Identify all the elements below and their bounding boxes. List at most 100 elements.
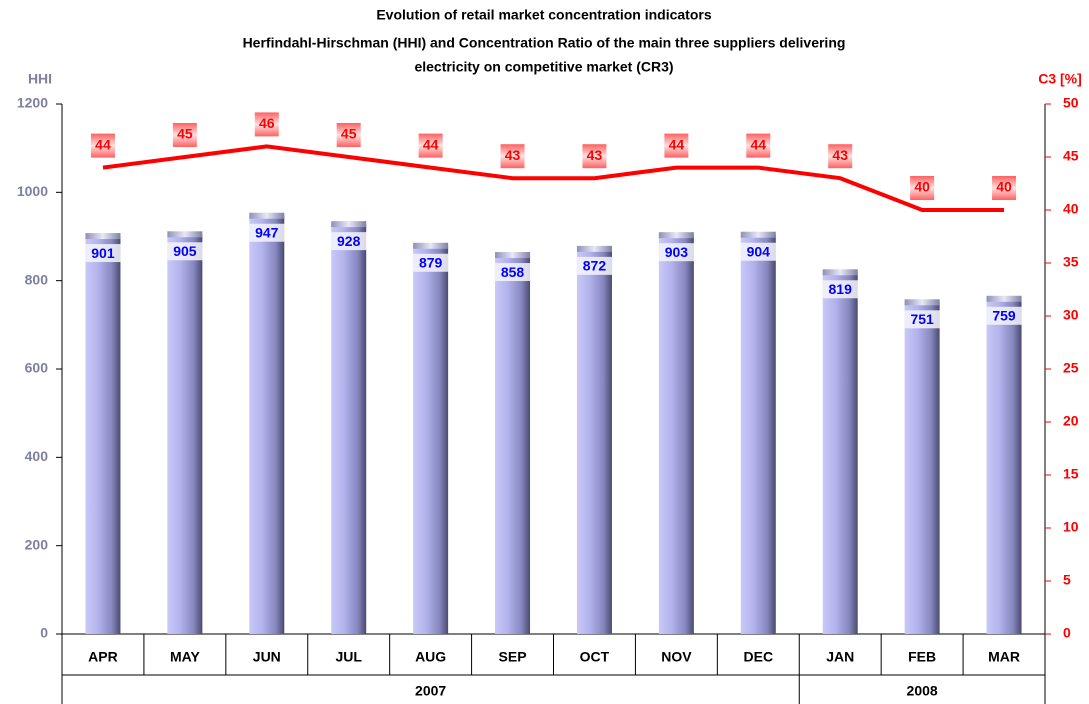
bar-cap: [249, 212, 285, 219]
bar: [331, 224, 367, 634]
value-label: 40: [996, 179, 1012, 195]
y-axis-label: HHI: [28, 71, 52, 87]
y-tick-label: 0: [40, 625, 48, 641]
bar-cap: [495, 252, 531, 259]
year-label: 2008: [907, 683, 938, 699]
y2-tick-label: 5: [1063, 572, 1071, 588]
bar-cap: [331, 221, 367, 228]
value-label: 903: [665, 244, 689, 260]
value-label-box: [910, 176, 935, 200]
x-tick-label: JUL: [335, 649, 362, 665]
x-tick-label: NOV: [661, 649, 692, 665]
y2-tick-label: 20: [1063, 413, 1079, 429]
x-tick-label: AUG: [415, 649, 446, 665]
bar-cap: [986, 295, 1022, 302]
x-tick-label: JAN: [826, 649, 854, 665]
bar: [740, 234, 776, 634]
x-tick-label: OCT: [580, 649, 610, 665]
bar-cap: [85, 233, 121, 240]
value-label: 759: [992, 307, 1016, 323]
bar: [904, 302, 940, 634]
chart-title: electricity on competitive market (CR3): [414, 59, 673, 75]
value-label-box: [740, 242, 777, 261]
bar: [167, 234, 203, 634]
value-label-box: [658, 243, 695, 262]
chart-title: Herfindahl-Hirschman (HHI) and Concentra…: [243, 35, 846, 51]
value-label: 751: [910, 311, 934, 327]
value-label-box: [992, 176, 1017, 200]
value-label-box: [336, 123, 361, 147]
value-label: 872: [583, 258, 607, 274]
bar: [658, 235, 694, 635]
value-label: 44: [423, 136, 439, 152]
value-label-box: [664, 133, 689, 158]
y-tick-label: 600: [25, 360, 49, 376]
value-label-box: [248, 223, 285, 242]
value-label-box: [828, 144, 853, 169]
value-label-box: [172, 123, 197, 147]
value-label: 858: [501, 264, 525, 280]
y2-tick-label: 15: [1063, 466, 1079, 482]
line: [102, 144, 1005, 212]
y2-tick-label: 40: [1063, 201, 1079, 217]
x-tick-label: MAR: [988, 649, 1020, 665]
x-tick-label: APR: [88, 649, 118, 665]
value-label: 43: [832, 147, 848, 163]
bar-cap: [822, 269, 858, 276]
y2-tick-label: 25: [1063, 360, 1079, 376]
y2-tick-label: 45: [1063, 148, 1079, 164]
chart-title: Evolution of retail market concentration…: [376, 7, 711, 23]
value-label-box: [90, 133, 115, 158]
y2-tick-label: 10: [1063, 519, 1079, 535]
value-label-box: [412, 253, 449, 272]
y2-tick-label: 50: [1063, 95, 1079, 111]
bar: [495, 255, 531, 635]
y-tick-label: 200: [25, 536, 49, 552]
y2-tick-label: 35: [1063, 254, 1079, 270]
value-label-box: [746, 133, 771, 158]
bar: [413, 245, 449, 634]
value-label-box: [166, 242, 203, 261]
value-label: 904: [747, 243, 771, 259]
x-tick-label: DEC: [744, 649, 774, 665]
year-label: 2007: [415, 683, 446, 699]
value-label: 905: [173, 243, 197, 259]
y-tick-label: 1000: [17, 183, 48, 199]
bar-cap: [167, 231, 203, 238]
value-label-box: [84, 244, 121, 263]
x-tick-label: MAY: [170, 649, 200, 665]
x-tick-label: JUN: [253, 649, 281, 665]
bar: [822, 272, 858, 634]
value-label-box: [582, 144, 607, 169]
value-label: 819: [829, 281, 853, 297]
value-label: 879: [419, 254, 443, 270]
value-label-box: [254, 112, 279, 137]
value-label: 947: [255, 224, 279, 240]
bar-cap: [576, 245, 612, 252]
value-label: 44: [669, 136, 685, 152]
value-label: 46: [259, 115, 275, 131]
y2-axis-label: C3 [%]: [1038, 71, 1082, 87]
value-label: 44: [751, 136, 767, 152]
bar-cap: [740, 231, 776, 238]
value-label: 44: [95, 136, 111, 152]
value-label: 45: [177, 126, 193, 142]
y-tick-label: 800: [25, 271, 49, 287]
value-label: 40: [914, 179, 930, 195]
value-label-box: [904, 310, 941, 329]
bar-cap: [413, 242, 449, 249]
value-label-box: [500, 144, 525, 169]
y-tick-label: 400: [25, 448, 49, 464]
value-label-box: [986, 306, 1023, 325]
y2-tick-label: 30: [1063, 307, 1079, 323]
bar-cap: [904, 299, 940, 306]
value-label-box: [418, 133, 443, 158]
bar: [986, 298, 1022, 634]
value-label-box: [576, 256, 613, 275]
x-tick-label: SEP: [499, 649, 527, 665]
value-label-box: [330, 232, 367, 251]
y-tick-label: 1200: [17, 95, 48, 111]
bar: [85, 236, 121, 634]
value-label: 43: [587, 147, 603, 163]
